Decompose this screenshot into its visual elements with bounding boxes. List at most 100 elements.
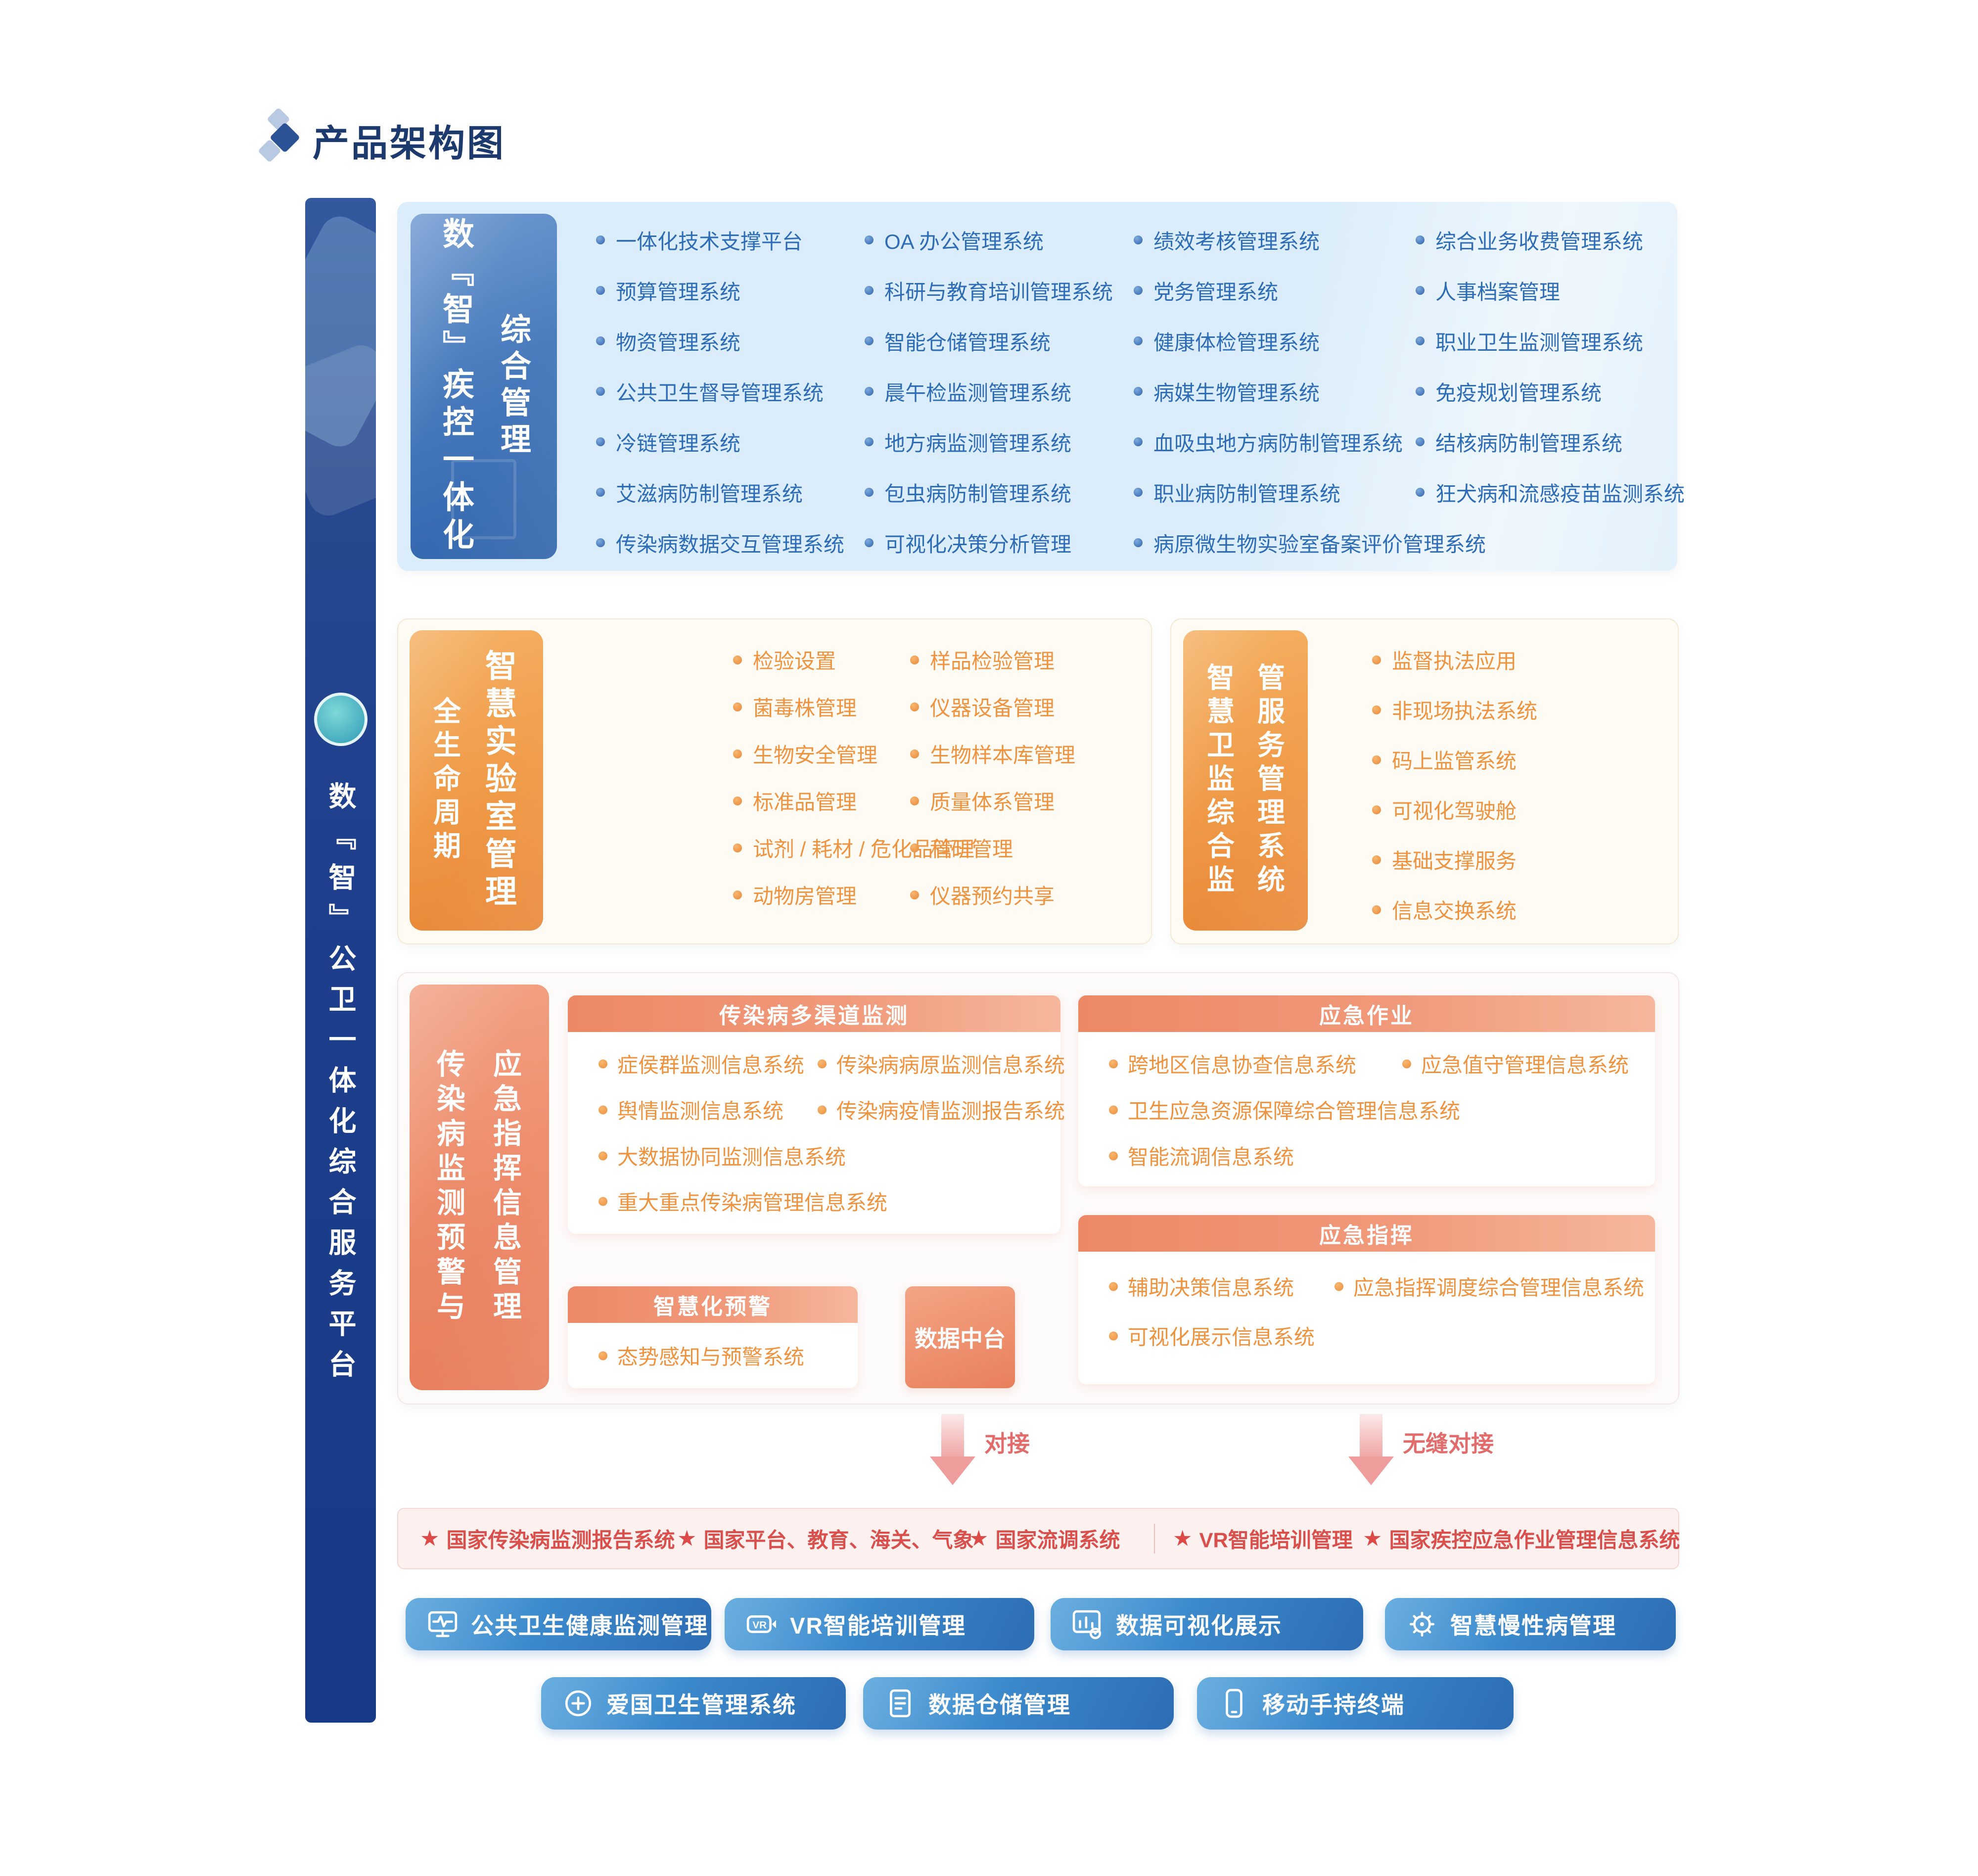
bullet-icon xyxy=(733,702,742,711)
bullet-icon xyxy=(1134,538,1143,547)
bullet-icon xyxy=(865,488,874,497)
app-button-data-visualization[interactable]: 数据可视化展示 xyxy=(1051,1598,1363,1650)
bullet-icon xyxy=(1416,235,1425,244)
supervision-label-col2: 管服务管理系统 xyxy=(1253,662,1285,898)
bullet-icon xyxy=(596,286,605,295)
list-item: 人事档案管理 xyxy=(1416,265,1685,316)
list-item: 传染病数据交互管理系统 xyxy=(596,517,844,568)
list-item-label: 科研管理 xyxy=(930,838,1013,861)
app-button-vr-training[interactable]: VR VR智能培训管理 xyxy=(725,1598,1034,1650)
national-item-label: 国家平台、教育、海关、气象 xyxy=(703,1528,974,1552)
plus-circle-icon xyxy=(563,1688,594,1719)
national-item: ★ VR智能培训管理 xyxy=(1173,1524,1353,1554)
list-item: OA 办公管理系统 xyxy=(865,215,1113,265)
bullet-icon xyxy=(1372,805,1381,814)
list-item-label: 质量体系管理 xyxy=(930,791,1055,814)
bullet-icon xyxy=(1416,286,1425,295)
list-item: 质量体系管理 xyxy=(910,777,1075,824)
data-middle-platform-label: 数据中台 xyxy=(915,1326,1006,1352)
list-item-label: 公共卫生督导管理系统 xyxy=(616,381,824,405)
list-item: 仪器设备管理 xyxy=(910,683,1075,730)
list-item-label: 狂犬病和流感疫苗监测系统 xyxy=(1435,482,1685,506)
list-item: 病原微生物实验室备案评价管理系统 xyxy=(1134,517,1486,568)
list-item: 党务管理系统 xyxy=(1134,265,1486,316)
list-item-label: 智能仓储管理系统 xyxy=(884,330,1051,354)
app-button-data-warehouse[interactable]: 数据仓储管理 xyxy=(863,1677,1174,1730)
sidebar-art xyxy=(305,339,376,522)
list-item-label: 科研与教育培训管理系统 xyxy=(884,280,1113,304)
list-item: 非现场执法系统 xyxy=(1372,685,1537,735)
list-item-label: 病原微生物实验室备案评价管理系统 xyxy=(1153,532,1486,556)
bullet-icon xyxy=(1134,336,1143,345)
list-item: 样品检验管理 xyxy=(910,636,1075,683)
lab-label-card: 全生命周期 智慧实验室管理 xyxy=(410,630,543,931)
lab-label-main: 智慧实验室管理 xyxy=(481,649,516,912)
bullet-icon xyxy=(1416,437,1425,446)
list-item: 血吸虫地方病防制管理系统 xyxy=(1134,417,1486,467)
list-item-label: 物资管理系统 xyxy=(616,330,741,354)
national-item-label: VR智能培训管理 xyxy=(1199,1528,1353,1552)
bullet-icon xyxy=(865,437,874,446)
bullet-icon xyxy=(1109,1105,1118,1114)
list-item: 可视化驾驶舱 xyxy=(1372,785,1537,835)
list-item-label: 包虫病防制管理系统 xyxy=(884,482,1072,506)
panel-item-label: 大数据协同监测信息系统 xyxy=(617,1145,846,1169)
list-item: 公共卫生督导管理系统 xyxy=(596,366,844,417)
list-item: 动物房管理 xyxy=(733,871,974,918)
bullet-icon xyxy=(865,538,874,547)
app-button-label: 移动手持终端 xyxy=(1262,1692,1405,1718)
bullet-icon xyxy=(1134,235,1143,244)
list-item: 可视化决策分析管理 xyxy=(865,517,1113,568)
connect-arrow-label: 对接 xyxy=(984,1431,1030,1456)
list-item-label: 可视化驾驶舱 xyxy=(1392,799,1517,823)
bullet-icon xyxy=(733,796,742,805)
page-title: 产品架构图 xyxy=(313,123,506,164)
app-button-mobile-terminal[interactable]: 移动手持终端 xyxy=(1197,1677,1514,1730)
national-item: ★ 国家疾控应急作业管理信息系统 xyxy=(1363,1524,1680,1554)
panel-item: 卫生应急资源保障综合管理信息系统 xyxy=(1109,1095,1460,1125)
supervision-label-card: 智慧卫监综合监 管服务管理系统 xyxy=(1183,630,1308,931)
bullet-icon xyxy=(910,843,919,852)
bullet-icon xyxy=(596,437,605,446)
app-button-patriotic-health[interactable]: 爱国卫生管理系统 xyxy=(541,1677,846,1730)
list-item: 生物安全管理 xyxy=(733,730,974,777)
panel-item-label: 卫生应急资源保障综合管理信息系统 xyxy=(1128,1099,1461,1123)
bullet-icon xyxy=(1402,1059,1411,1068)
list-item-label: 仪器预约共享 xyxy=(930,885,1055,908)
platform-badge-icon xyxy=(314,693,368,746)
national-item-label: 国家传染病监测报告系统 xyxy=(446,1528,675,1552)
section-cdc-integrated xyxy=(397,202,1677,571)
panel-item-label: 舆情监测信息系统 xyxy=(617,1099,784,1123)
app-button-public-health-monitoring[interactable]: 公共卫生健康监测管理 xyxy=(406,1598,711,1650)
list-item-label: 菌毒株管理 xyxy=(753,697,857,720)
list-item: 智能仓储管理系统 xyxy=(865,316,1113,366)
panel-item-label: 可视化展示信息系统 xyxy=(1128,1325,1315,1349)
panel-item: 舆情监测信息系统 xyxy=(598,1095,783,1125)
bullet-icon xyxy=(1109,1151,1118,1160)
bullet-icon xyxy=(596,387,605,396)
list-item: 结核病防制管理系统 xyxy=(1416,417,1685,467)
list-item: 一体化技术支撑平台 xyxy=(596,215,844,265)
infectious-label-col2: 应急指挥信息管理 xyxy=(489,1049,521,1326)
bullet-icon xyxy=(598,1351,607,1360)
list-item-label: OA 办公管理系统 xyxy=(884,230,1044,253)
cdc-label-main: 数『智』疾控一体化 xyxy=(438,217,474,556)
seamless-arrow-label: 无缝对接 xyxy=(1403,1431,1494,1456)
infectious-label-card: 传染病监测预警与 应急指挥信息管理 xyxy=(410,985,549,1390)
list-item-label: 晨午检监测管理系统 xyxy=(884,381,1072,405)
bullet-icon xyxy=(1416,488,1425,497)
list-item: 生物样本库管理 xyxy=(910,730,1075,777)
app-button-label: 公共卫生健康监测管理 xyxy=(471,1613,708,1639)
app-button-chronic-disease[interactable]: 智慧慢性病管理 xyxy=(1385,1598,1676,1650)
panel-header: 传染病多渠道监测 xyxy=(568,995,1060,1032)
national-item: ★ 国家传染病监测报告系统 xyxy=(420,1524,675,1554)
panel-item: 跨地区信息协查信息系统 xyxy=(1109,1049,1356,1079)
bullet-icon xyxy=(1416,387,1425,396)
list-item: 冷链管理系统 xyxy=(596,417,844,467)
list-item: 职业病防制管理系统 xyxy=(1134,467,1486,517)
vr-goggles-icon: VR xyxy=(746,1609,777,1640)
panel-header: 应急作业 xyxy=(1078,995,1655,1032)
panel-item: 应急值守管理信息系统 xyxy=(1402,1049,1629,1079)
lab-column-2: 样品检验管理 仪器设备管理 生物样本库管理质量体系管理 科研管理仪器预约共享 xyxy=(910,636,1075,918)
bullet-icon xyxy=(1372,855,1381,864)
